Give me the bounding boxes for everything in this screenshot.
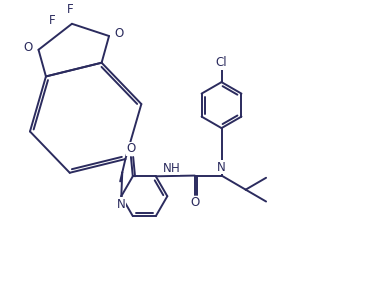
Text: Cl: Cl: [216, 56, 227, 69]
Text: N: N: [217, 161, 226, 174]
Text: F: F: [49, 14, 56, 26]
Text: H: H: [171, 162, 180, 175]
Text: N: N: [117, 198, 126, 211]
Text: N: N: [163, 162, 172, 175]
Text: O: O: [126, 142, 135, 155]
Text: O: O: [24, 41, 33, 54]
Text: O: O: [190, 196, 199, 210]
Text: F: F: [67, 3, 73, 16]
Text: O: O: [115, 27, 124, 40]
